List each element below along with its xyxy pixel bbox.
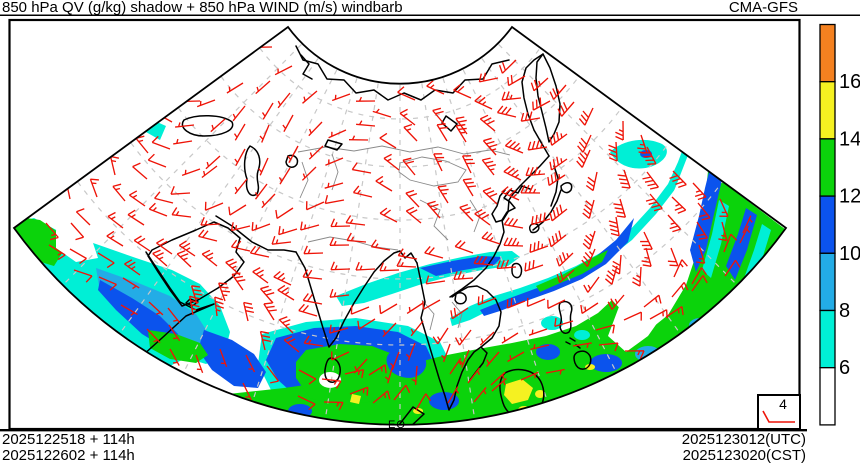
model-label: CMA-GFS	[728, 0, 798, 16]
colorbar-tick-label: 14	[839, 128, 860, 150]
colorbar-tick-label: 8	[839, 300, 850, 322]
colorbar-segment	[819, 252, 836, 312]
colorbar: 16 14 12 10 8 6	[819, 23, 860, 426]
colorbar-segment	[819, 367, 836, 426]
colorbar-tick-label: 12	[839, 186, 860, 208]
footer-init-times: 2025122518 + 114h 2025122602 + 114h	[2, 432, 135, 464]
chart-title: 850 hPa QV (g/kg) shadow + 850 hPa WIND …	[2, 0, 403, 16]
footer-valid-times: 2025123012(UTC) 2025123020(CST)	[682, 432, 806, 464]
init-time-cst: 2025122602 + 114h	[2, 447, 135, 464]
reference-windbarb-icon	[762, 410, 795, 423]
colorbar-segment	[819, 138, 836, 197]
colorbar-segment	[819, 195, 836, 254]
valid-time-cst: 2025123020(CST)	[682, 447, 806, 464]
equator-label: EQ	[388, 419, 406, 431]
country-borders	[297, 145, 511, 331]
colorbar-segment	[819, 309, 836, 369]
init-time-utc: 2025122518 + 114h	[2, 431, 135, 448]
valid-time-utc: 2025123012(UTC)	[681, 431, 806, 448]
colorbar-segment	[819, 81, 836, 140]
colorbar-tick-label: 10	[839, 243, 860, 265]
legend-value: 4	[779, 396, 787, 412]
map-area	[14, 42, 786, 425]
colorbar-segment	[819, 23, 836, 83]
wind-barbs	[45, 42, 753, 411]
colorbar-tick-label: 6	[839, 357, 850, 379]
colorbar-tick-label: 16	[839, 71, 860, 93]
map-boundary	[12, 25, 788, 426]
legend-box	[757, 394, 801, 430]
plot-frame	[8, 18, 801, 431]
windbarb-legend: 4	[757, 394, 801, 430]
